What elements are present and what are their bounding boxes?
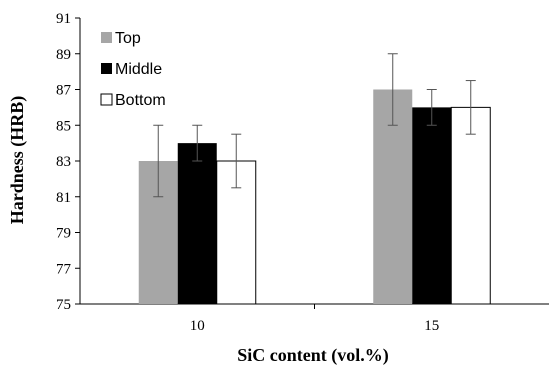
y-tick-label: 91 — [56, 11, 71, 27]
bar-middle-10 — [177, 143, 217, 304]
y-tick-label: 79 — [56, 226, 71, 242]
y-tick-label: 89 — [56, 47, 71, 63]
x-tick-label: 10 — [190, 318, 205, 334]
legend: Top Middle Bottom — [100, 30, 166, 109]
x-tick-label: 15 — [424, 318, 439, 334]
y-tick-label: 75 — [56, 297, 71, 313]
y-axis-title: Hardness (HRB) — [7, 96, 28, 225]
y-tick-label: 77 — [56, 261, 72, 277]
y-tick-label: 87 — [56, 83, 72, 99]
legend-label-middle: Middle — [115, 61, 162, 78]
bar-middle-15 — [412, 107, 452, 304]
y-tick-label: 85 — [56, 118, 71, 134]
plot-area: 75 77 79 81 83 85 87 89 91 10 15 — [56, 11, 549, 334]
bar-bottom-10 — [216, 160, 257, 305]
legend-swatch-middle — [101, 63, 112, 74]
y-tick-label: 83 — [56, 154, 71, 170]
x-axis-title: SiC content (vol.%) — [237, 345, 389, 366]
legend-swatch-top — [101, 32, 112, 43]
legend-label-top: Top — [115, 30, 141, 47]
legend-label-bottom: Bottom — [115, 92, 166, 109]
y-tick-label: 81 — [56, 190, 71, 206]
bar-bottom-15 — [450, 106, 491, 305]
legend-swatch-bottom — [100, 93, 113, 106]
